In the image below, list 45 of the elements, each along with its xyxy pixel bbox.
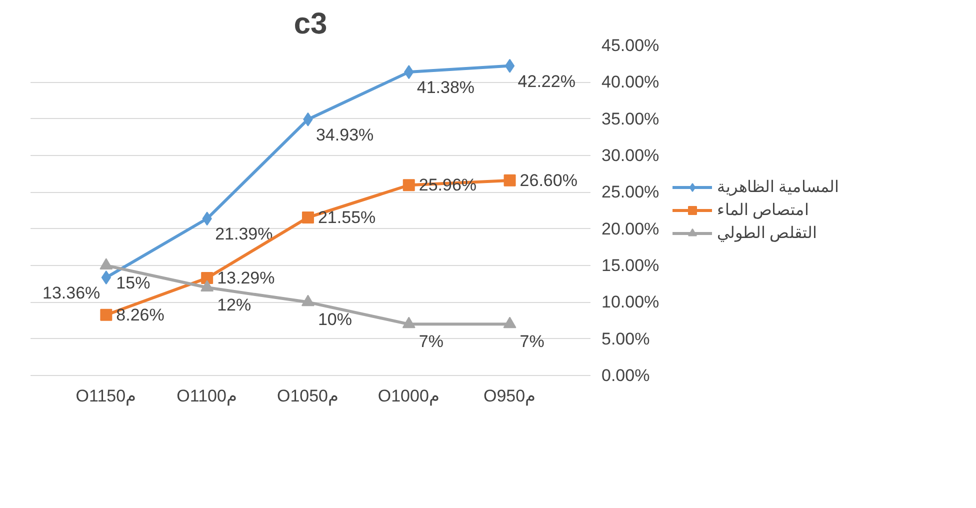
point <box>402 316 416 328</box>
point <box>200 280 214 292</box>
y-tick-label: 45.00% <box>602 36 660 55</box>
data-label: 10% <box>318 310 352 330</box>
x-tick-label: Oم1000 <box>378 386 440 406</box>
data-label: 41.38% <box>416 78 475 98</box>
point <box>201 272 214 284</box>
y-tick-label: 25.00% <box>602 182 660 202</box>
data-label: 7% <box>520 332 544 352</box>
legend-label: امتصاص الماء <box>717 201 808 220</box>
data-label: 12% <box>217 296 252 314</box>
x-tick-label: Oم1100 <box>176 386 238 406</box>
y-tick-label: 35.00% <box>602 109 660 128</box>
legend-label: المسامية الظاهرية <box>717 178 838 197</box>
point <box>504 174 516 186</box>
point <box>503 316 516 328</box>
y-tick-label: 40.00% <box>602 72 660 92</box>
data-label: 13.36% <box>42 284 100 303</box>
data-label: 7% <box>418 332 444 352</box>
point <box>101 270 112 285</box>
point <box>302 211 314 224</box>
x-tick-label: Oم950 <box>483 386 536 406</box>
y-tick-label: 0.00% <box>602 366 650 385</box>
data-label: 13.29% <box>217 268 275 288</box>
point <box>504 58 515 73</box>
chart-title: c3 <box>294 8 328 40</box>
y-tick-label: 10.00% <box>602 292 660 312</box>
data-label: 15% <box>116 274 150 292</box>
data-label: 34.93% <box>316 125 374 144</box>
data-label: 42.22% <box>518 72 576 91</box>
data-label: 8.26% <box>116 305 164 324</box>
x-tick-label: Oم1150 <box>76 386 137 406</box>
y-tick-label: 20.00% <box>602 219 660 238</box>
data-label: 26.60% <box>520 170 578 190</box>
y-tick-label: 15.00% <box>602 256 660 275</box>
point <box>402 179 415 192</box>
y-tick-label: 5.00% <box>602 329 650 348</box>
x-tick-label: Oم1050 <box>276 386 340 406</box>
point <box>100 308 112 321</box>
data-label: 21.55% <box>318 208 376 227</box>
legend-label: التقلص الطولي <box>717 224 816 243</box>
point <box>100 258 113 270</box>
point <box>301 294 314 306</box>
y-tick-label: 30.00% <box>602 146 660 165</box>
data-label: 21.39% <box>215 224 273 244</box>
